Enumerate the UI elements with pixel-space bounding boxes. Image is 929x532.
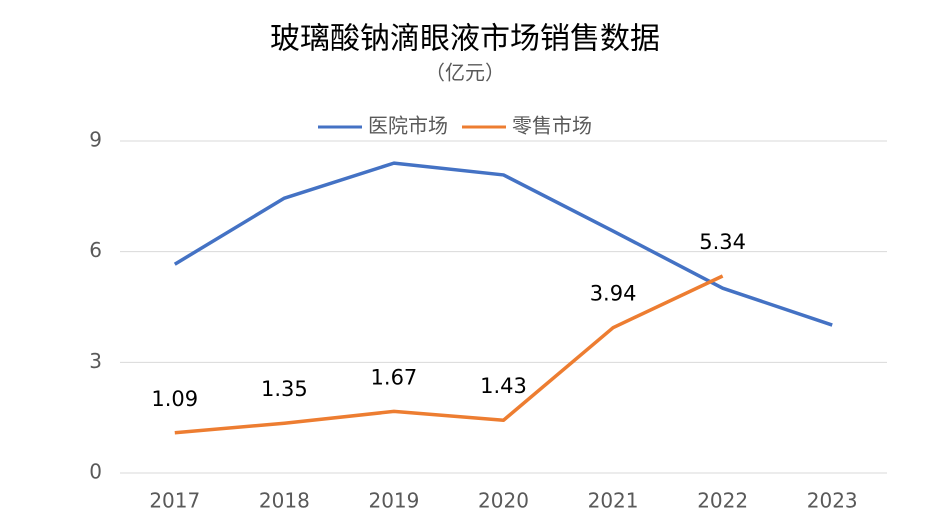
data-label: 3.94 xyxy=(590,282,637,306)
legend-label: 医院市场 xyxy=(368,114,448,138)
y-tick-label: 0 xyxy=(89,460,102,484)
y-tick-label: 3 xyxy=(89,349,102,373)
chart-title: 玻璃酸钠滴眼液市场销售数据 xyxy=(270,22,660,57)
x-tick-label: 2023 xyxy=(807,489,858,513)
series-line xyxy=(173,161,833,327)
chart-subtitle: （亿元） xyxy=(425,61,505,85)
data-label: 1.67 xyxy=(371,365,418,389)
legend-label: 零售市场 xyxy=(512,114,592,138)
data-label: 1.09 xyxy=(151,387,198,411)
data-label: 1.35 xyxy=(261,377,308,401)
y-tick-label: 6 xyxy=(89,238,102,262)
series-line xyxy=(174,274,724,435)
data-label: 5.34 xyxy=(699,230,746,254)
data-label: 1.43 xyxy=(480,374,527,398)
y-tick-label: 9 xyxy=(89,128,102,152)
x-tick-label: 2022 xyxy=(697,489,748,513)
x-tick-label: 2018 xyxy=(259,489,310,513)
x-tick-label: 2021 xyxy=(588,489,639,513)
x-tick-label: 2017 xyxy=(149,489,200,513)
x-tick-label: 2019 xyxy=(368,489,419,513)
x-tick-label: 2020 xyxy=(478,489,529,513)
